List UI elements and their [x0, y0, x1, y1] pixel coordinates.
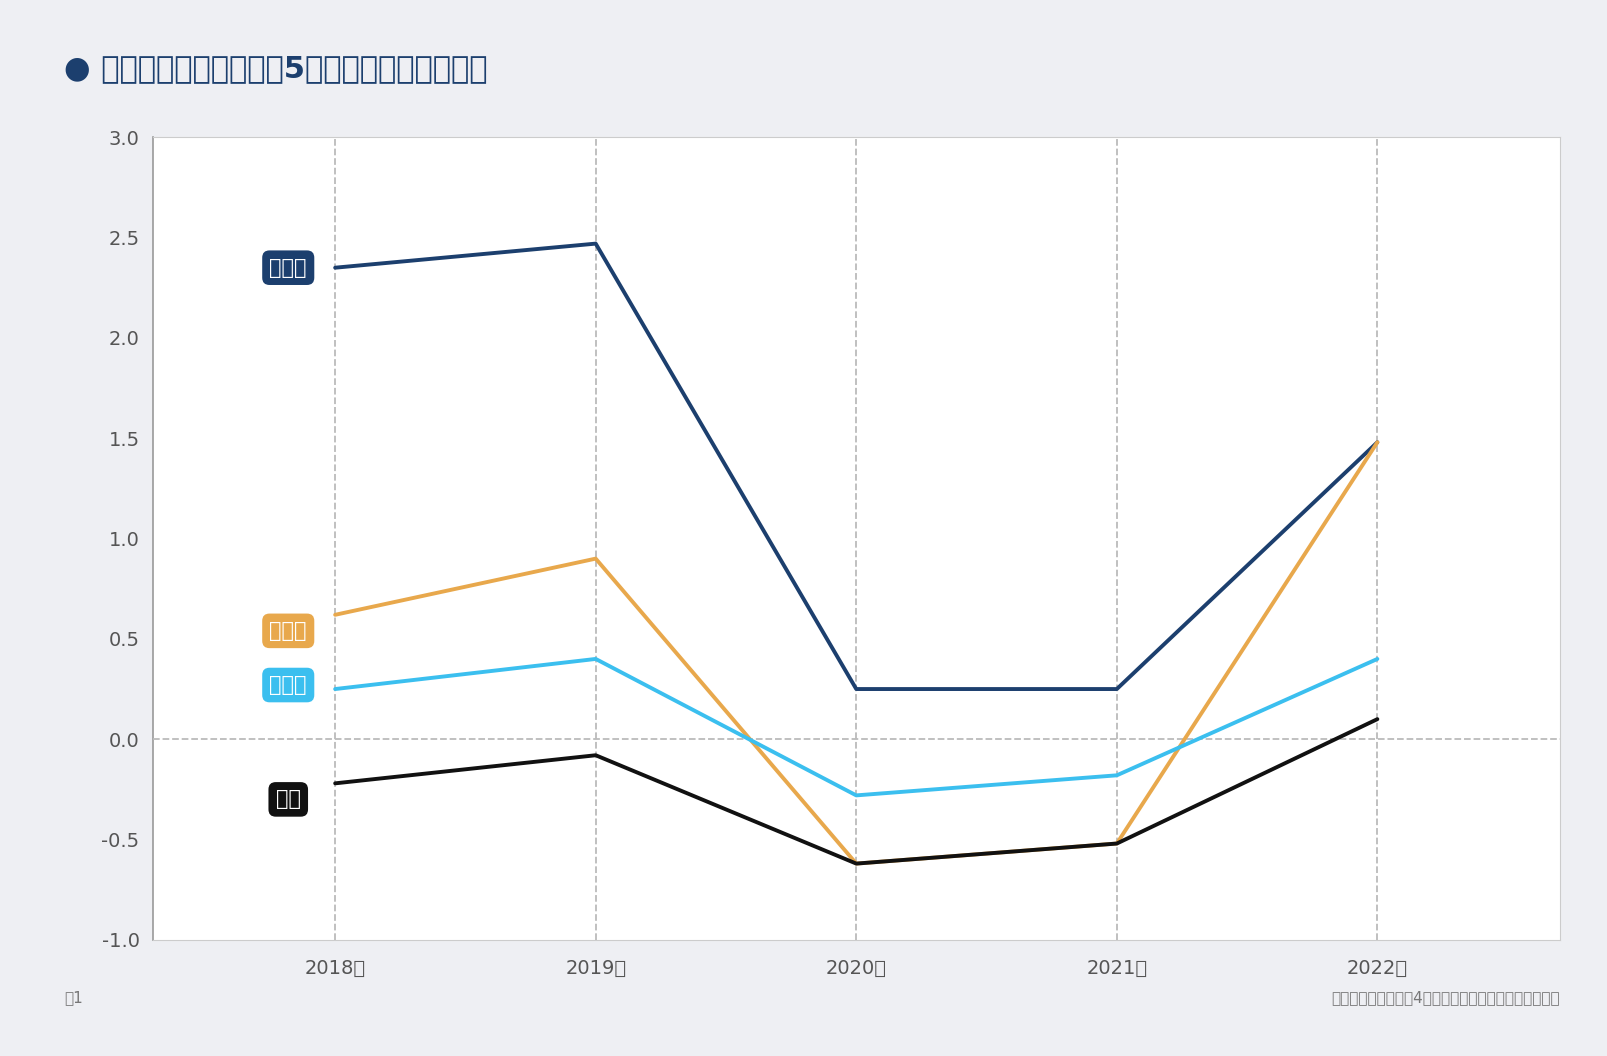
Text: 全国: 全国 — [275, 790, 301, 809]
Text: 東京都: 東京都 — [270, 258, 307, 278]
Text: 愛知県: 愛知県 — [270, 621, 307, 641]
Text: ● 基準地価変動率　直近5年間の推移（住宅地）: ● 基準地価変動率 直近5年間の推移（住宅地） — [64, 54, 487, 83]
Text: 図1: 図1 — [64, 991, 84, 1005]
Text: 大阪府: 大阪府 — [270, 675, 307, 695]
Text: （国土交通省「令和4年都道府県地価調査」より作成）: （国土交通省「令和4年都道府県地価調査」より作成） — [1331, 991, 1559, 1005]
